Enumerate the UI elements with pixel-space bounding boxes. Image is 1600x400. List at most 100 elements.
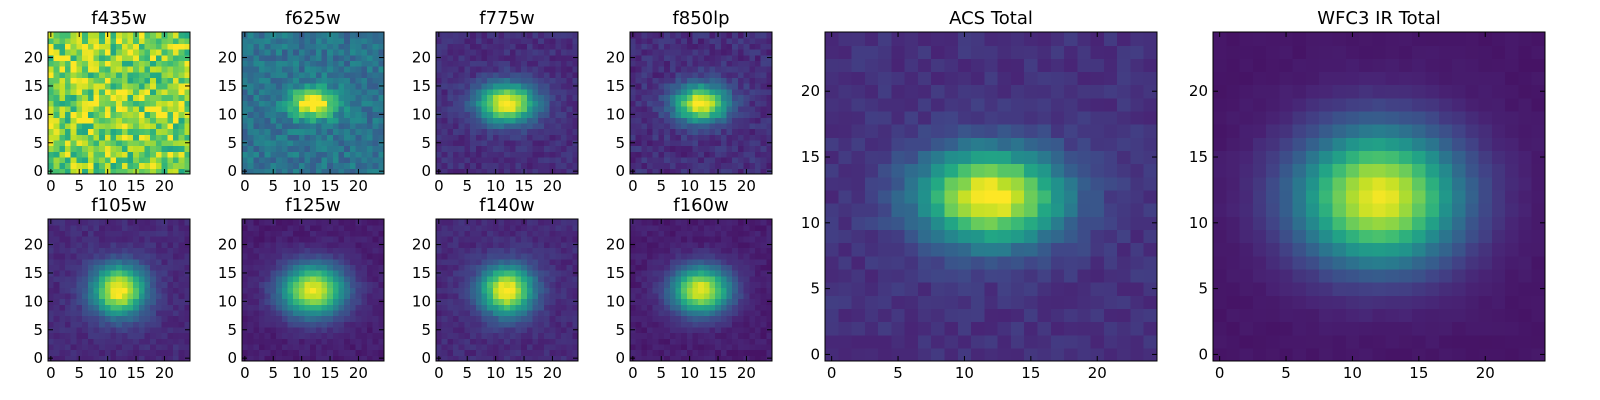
heatmap-cell <box>372 117 379 124</box>
heatmap-cell <box>93 219 100 226</box>
heatmap-cell <box>184 224 191 231</box>
heatmap-cell <box>344 54 351 61</box>
heatmap-cell <box>315 304 323 311</box>
heatmap-cell <box>247 60 254 67</box>
heatmap-cell <box>532 145 539 152</box>
heatmap-cell <box>698 117 705 124</box>
heatmap-cell <box>749 71 756 79</box>
heatmap-cell <box>698 292 705 300</box>
heatmap-cell <box>692 71 699 79</box>
heatmap-cell <box>270 54 277 61</box>
heatmap-cell <box>726 151 733 158</box>
heatmap-cell <box>658 304 665 311</box>
heatmap-cell <box>372 315 379 322</box>
heatmap-cell <box>116 338 123 345</box>
heatmap-cell <box>93 292 100 300</box>
heatmap-cell <box>264 315 271 322</box>
heatmap-cell <box>664 122 671 130</box>
heatmap-cell <box>743 298 750 305</box>
heatmap-cell <box>509 355 517 362</box>
y-tick-label: 20 <box>606 49 625 67</box>
heatmap-cell <box>669 60 677 67</box>
heatmap-cell <box>127 94 134 101</box>
heatmap-cell <box>436 60 443 67</box>
heatmap-cell <box>647 304 654 311</box>
heatmap-cell <box>167 128 174 135</box>
heatmap-cell <box>264 224 271 231</box>
heatmap-cells-f850lp <box>630 32 773 175</box>
heatmap-cell <box>133 71 140 79</box>
heatmap-cell <box>366 43 374 50</box>
heatmap-cell <box>144 71 151 79</box>
heatmap-cell <box>549 49 556 56</box>
heatmap-cell <box>270 77 277 84</box>
heatmap-cell <box>481 122 488 130</box>
heatmap-cell <box>355 275 362 283</box>
heatmap-cell <box>709 287 716 294</box>
heatmap-cell <box>121 355 129 362</box>
heatmap-cell <box>498 77 505 84</box>
heatmap-cell <box>104 315 112 322</box>
heatmap-cell <box>65 60 72 67</box>
heatmap-cell <box>470 315 477 322</box>
heatmap-cell <box>481 343 488 351</box>
heatmap-cell <box>349 355 357 362</box>
heatmap-cell <box>555 264 562 271</box>
heatmap-cell <box>692 287 699 294</box>
heatmap-cell <box>498 32 505 39</box>
heatmap-cell <box>698 145 705 152</box>
heatmap-cell <box>287 54 294 61</box>
heatmap-cell <box>692 139 699 147</box>
heatmap-cell <box>447 241 454 248</box>
heatmap-cell <box>492 315 500 322</box>
heatmap-cell <box>270 253 277 260</box>
heatmap-cell <box>270 139 277 147</box>
heatmap-cell <box>453 304 460 311</box>
heatmap-cell <box>76 88 83 96</box>
heatmap-cell <box>521 349 528 356</box>
heatmap-cell <box>720 332 728 339</box>
heatmap-cell <box>669 145 677 152</box>
heatmap-cell <box>332 88 340 96</box>
heatmap-cell <box>737 343 745 351</box>
heatmap-cell <box>287 37 294 44</box>
heatmap-cell <box>630 117 637 124</box>
heatmap-cell <box>453 258 460 266</box>
heatmap-cell <box>338 219 345 226</box>
heatmap-cell <box>641 275 648 283</box>
heatmap-cell <box>281 321 289 328</box>
heatmap-cell <box>692 292 699 300</box>
heatmap-cell <box>298 117 306 124</box>
heatmap-cell <box>481 134 488 141</box>
heatmap-cell <box>110 139 117 147</box>
heatmap-cell <box>635 94 642 101</box>
heatmap-cell <box>709 292 716 300</box>
heatmap-cell <box>70 241 77 248</box>
heatmap-cell <box>378 338 385 345</box>
heatmap-cell <box>635 111 642 118</box>
heatmap-cell <box>715 100 722 107</box>
heatmap-cell <box>515 326 522 334</box>
heatmap-cell <box>698 71 705 79</box>
heatmap-cell <box>110 264 117 271</box>
heatmap-cell <box>732 287 739 294</box>
heatmap-cell <box>167 281 174 288</box>
heatmap-cell <box>692 88 699 96</box>
heatmap-cell <box>566 355 573 362</box>
heatmap-cell <box>526 287 534 294</box>
heatmap-cell <box>76 139 83 147</box>
heatmap-cell <box>732 43 739 50</box>
heatmap-cell <box>172 37 180 44</box>
heatmap-cell <box>664 275 671 283</box>
heatmap-cell <box>127 343 134 351</box>
heatmap-cell <box>293 343 300 351</box>
heatmap-cell <box>349 128 357 135</box>
heatmap-cell <box>104 43 112 50</box>
y-tick-label: 15 <box>24 77 43 95</box>
heatmap-cell <box>487 66 494 73</box>
heatmap-cell <box>116 83 123 90</box>
heatmap-cell <box>127 168 134 175</box>
heatmap-cell <box>53 326 60 334</box>
heatmap-cell <box>555 60 562 67</box>
heatmap-cell <box>144 151 151 158</box>
